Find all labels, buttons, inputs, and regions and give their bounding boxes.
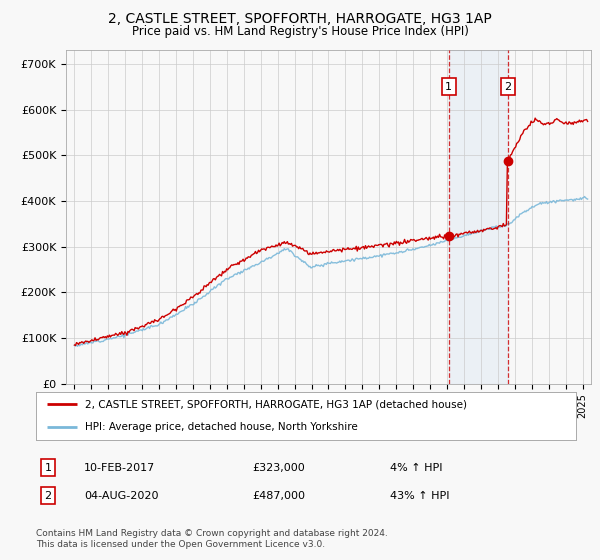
Text: 43% ↑ HPI: 43% ↑ HPI: [390, 491, 449, 501]
Text: £487,000: £487,000: [252, 491, 305, 501]
Text: HPI: Average price, detached house, North Yorkshire: HPI: Average price, detached house, Nort…: [85, 422, 358, 432]
Text: 1: 1: [445, 82, 452, 92]
Text: 2, CASTLE STREET, SPOFFORTH, HARROGATE, HG3 1AP (detached house): 2, CASTLE STREET, SPOFFORTH, HARROGATE, …: [85, 399, 467, 409]
Text: 2: 2: [504, 82, 511, 92]
Text: 10-FEB-2017: 10-FEB-2017: [84, 463, 155, 473]
Text: 4% ↑ HPI: 4% ↑ HPI: [390, 463, 443, 473]
Text: Contains HM Land Registry data © Crown copyright and database right 2024.
This d: Contains HM Land Registry data © Crown c…: [36, 529, 388, 549]
Text: £323,000: £323,000: [252, 463, 305, 473]
Bar: [449, 50, 508, 384]
Text: 1: 1: [44, 463, 52, 473]
Text: 04-AUG-2020: 04-AUG-2020: [84, 491, 158, 501]
Text: Price paid vs. HM Land Registry's House Price Index (HPI): Price paid vs. HM Land Registry's House …: [131, 25, 469, 38]
Text: 2, CASTLE STREET, SPOFFORTH, HARROGATE, HG3 1AP: 2, CASTLE STREET, SPOFFORTH, HARROGATE, …: [108, 12, 492, 26]
Text: 2: 2: [44, 491, 52, 501]
